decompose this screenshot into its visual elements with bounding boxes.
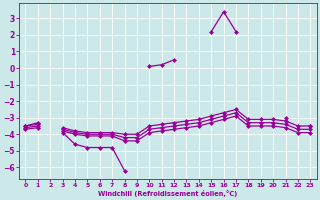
X-axis label: Windchill (Refroidissement éolien,°C): Windchill (Refroidissement éolien,°C) bbox=[98, 190, 237, 197]
